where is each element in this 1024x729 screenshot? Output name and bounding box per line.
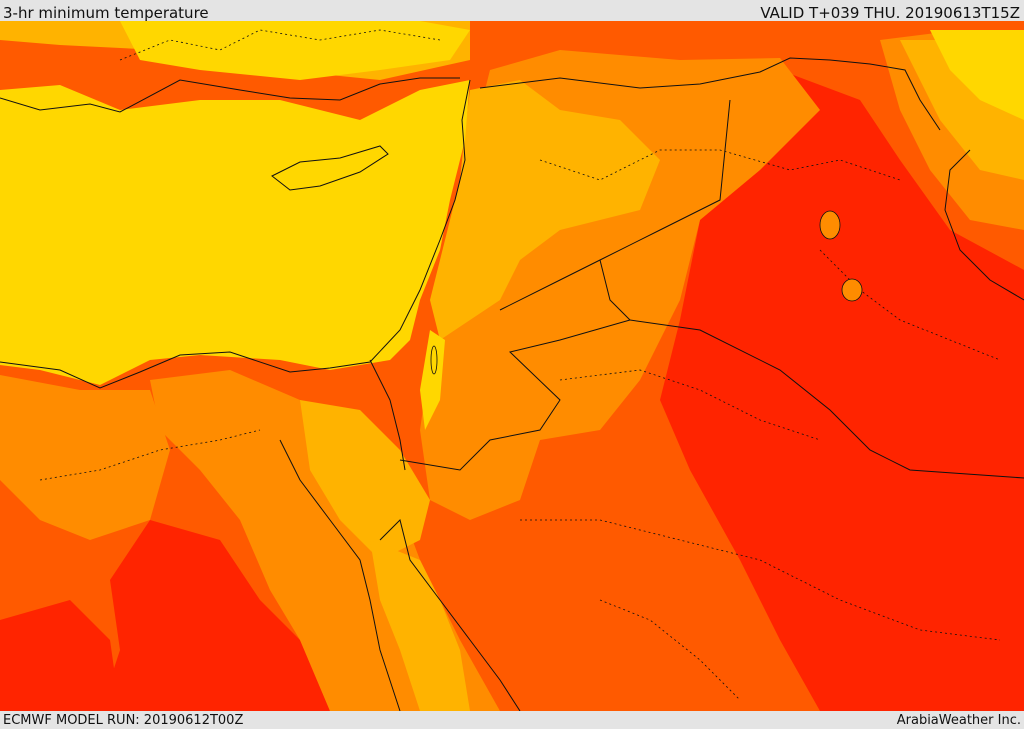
border-jordan-saudi (399, 259, 631, 471)
admin-boundary-1 (39, 429, 261, 481)
border-egypt-israel (369, 359, 406, 471)
lake-razzaza (841, 278, 863, 302)
header-bar: 3-hr minimum temperature VALID T+039 THU… (0, 0, 1024, 21)
coastline-redsea-west (279, 439, 401, 711)
coastline-levant (0, 79, 471, 389)
credit: ArabiaWeather Inc. (896, 713, 1021, 728)
field-red-east (640, 60, 1024, 711)
admin-boundary-3 (520, 519, 1001, 641)
admin-boundary-6 (819, 249, 1001, 361)
field-red-egypt (0, 600, 120, 711)
admin-boundary-5 (119, 29, 441, 61)
map-canvas (0, 21, 1024, 711)
field-lightorange-levant (430, 80, 660, 340)
temperature-map[interactable] (0, 21, 1024, 711)
field-yellow-north (120, 21, 470, 80)
model-run: ECMWF MODEL RUN: 20190612T00Z (3, 713, 244, 728)
footer-bar: ECMWF MODEL RUN: 20190612T00Z ArabiaWeat… (0, 711, 1024, 729)
cyprus-outline (271, 145, 389, 191)
field-lightorange-redsea (370, 540, 470, 711)
coastline-redsea-east (379, 519, 521, 711)
coastline-turkey (0, 77, 460, 113)
border-jordan-iraq (499, 99, 731, 311)
border-iraq-saudi (629, 319, 1024, 479)
field-orange-west (0, 375, 170, 540)
field-yellow-ne (930, 30, 1024, 120)
border-syria-iraq (479, 57, 941, 131)
field-yellow-med (0, 80, 470, 385)
coastline-gulf (944, 149, 1024, 301)
field-lightorange-sinai (300, 400, 430, 560)
admin-boundary-4 (539, 149, 901, 181)
field-red-sw (100, 520, 330, 711)
field-yellow-jordanvalley (420, 330, 445, 430)
admin-boundary-7 (599, 599, 741, 701)
valid-time: VALID T+039 THU. 20190613T15Z (760, 4, 1020, 22)
lake-tharthar (819, 210, 841, 240)
map-title: 3-hr minimum temperature (3, 4, 209, 22)
dead-sea (430, 345, 438, 375)
